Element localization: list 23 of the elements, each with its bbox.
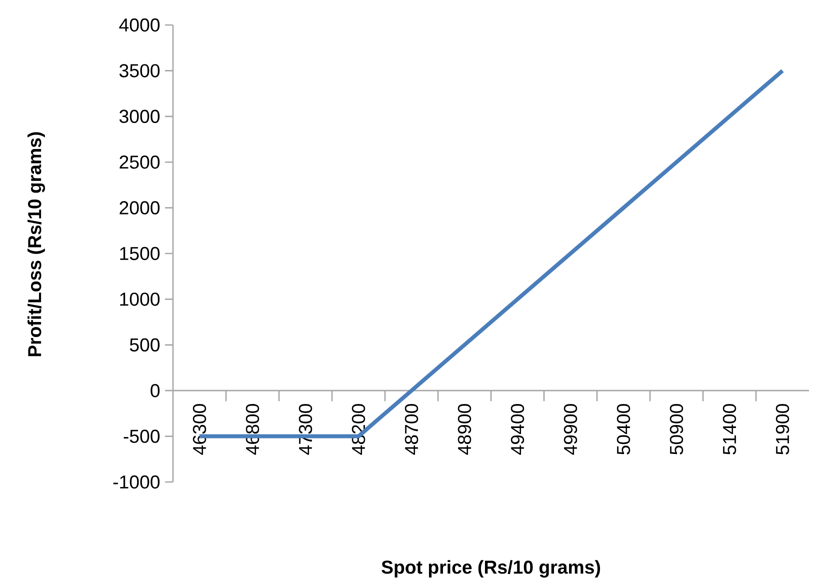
x-tick-label: 48900: [458, 404, 472, 455]
x-tick-label: 50400: [616, 404, 630, 454]
x-tick-label: 51400: [722, 404, 736, 454]
y-tick-label: 1500: [120, 246, 160, 260]
x-tick-label: 48700: [404, 404, 418, 455]
x-tick-label: 46300: [192, 404, 206, 455]
y-tick-label: 500: [130, 338, 160, 352]
y-tick-label: -500: [124, 430, 160, 443]
x-tick-label: 49400: [510, 404, 524, 455]
x-axis-title: Spot price (Rs/10 grams): [382, 560, 600, 578]
y-tick-label: -1000: [113, 475, 160, 489]
y-tick-label: 3000: [119, 110, 160, 124]
y-tick-label: 0: [150, 384, 160, 398]
y-tick-label: 3500: [119, 64, 160, 78]
y-tick-label: 2500: [120, 155, 160, 169]
y-axis-title: Profit/Loss (Rs/10 grams): [28, 132, 46, 356]
x-tick-label: 50900: [670, 404, 684, 454]
x-tick-label: 49900: [564, 404, 578, 455]
x-tick-label: 47300: [298, 404, 312, 455]
y-tick-label: 2000: [120, 201, 160, 214]
y-tick-label: 4000: [119, 18, 160, 32]
y-tick-label: 1000: [120, 292, 160, 306]
x-tick-label: 51900: [776, 404, 790, 454]
